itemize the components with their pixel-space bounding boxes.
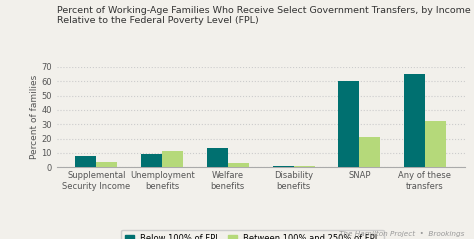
Bar [293, 166, 315, 167]
Bar [207, 148, 228, 167]
Bar [141, 154, 162, 167]
Bar [425, 121, 446, 167]
Bar [404, 74, 425, 167]
Bar [162, 151, 183, 167]
Bar [75, 156, 96, 167]
Bar [228, 163, 249, 167]
Text: Percent of Working-Age Families Who Receive Select Government Transfers, by Inco: Percent of Working-Age Families Who Rece… [57, 6, 471, 15]
Bar [96, 162, 118, 167]
Y-axis label: Percent of families: Percent of families [29, 75, 38, 159]
Bar [273, 166, 293, 167]
Bar [359, 137, 380, 167]
Bar [338, 81, 359, 167]
Legend: Below 100% of FPL, Between 100% and 250% of FPL: Below 100% of FPL, Between 100% and 250%… [121, 230, 384, 239]
Text: The Hamilton Project  •  Brookings: The Hamilton Project • Brookings [339, 230, 465, 237]
Text: Relative to the Federal Poverty Level (FPL): Relative to the Federal Poverty Level (F… [57, 16, 259, 25]
